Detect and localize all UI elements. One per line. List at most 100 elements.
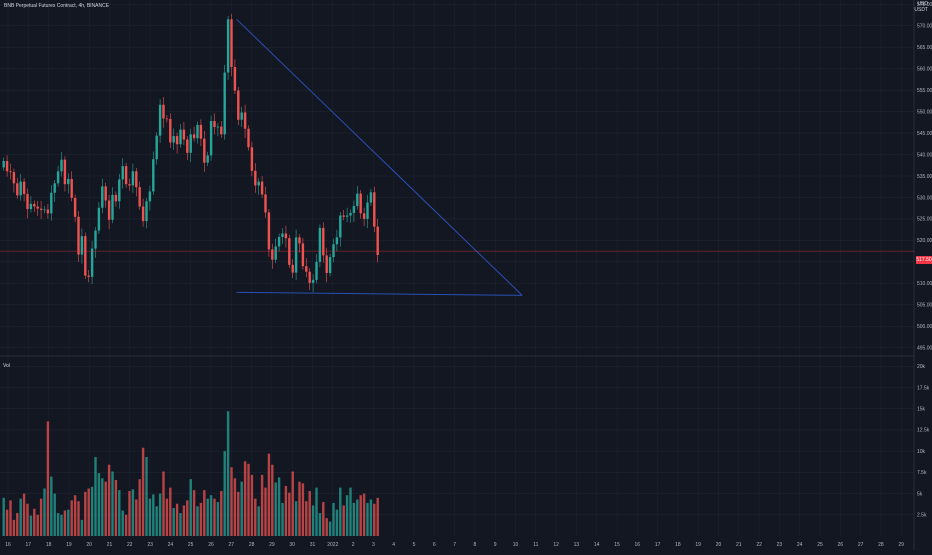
candle bbox=[203, 130, 206, 172]
candle bbox=[359, 190, 362, 219]
candle bbox=[196, 121, 199, 144]
price-axis-labels: 575.00 570.00 565.00 560.00 555.00 550.00 545.… bbox=[917, 2, 932, 351]
candle bbox=[325, 247, 328, 283]
candle bbox=[308, 268, 311, 291]
candle-body bbox=[352, 206, 356, 213]
volume-bar bbox=[284, 485, 288, 536]
candle-body bbox=[135, 171, 138, 188]
price-tick-label: 565.00 bbox=[917, 45, 932, 51]
candle bbox=[250, 141, 254, 177]
candle bbox=[60, 151, 63, 177]
time-tick-label: 2022 bbox=[327, 542, 338, 548]
candle-body bbox=[339, 215, 342, 238]
candle bbox=[104, 182, 107, 208]
time-tick-label: 26 bbox=[208, 542, 214, 548]
candle bbox=[148, 185, 152, 211]
candle-body bbox=[70, 179, 73, 198]
candle-body bbox=[322, 227, 325, 256]
candle bbox=[145, 197, 148, 229]
volume-bar bbox=[311, 505, 315, 536]
volume-bar bbox=[315, 487, 318, 536]
volume-bar bbox=[138, 479, 141, 536]
volume-bar bbox=[43, 488, 46, 536]
unit-label[interactable]: USDT bbox=[914, 7, 928, 13]
price-tick-label: 570.00 bbox=[917, 24, 932, 30]
volume-bar bbox=[60, 514, 63, 536]
volume-bar bbox=[373, 503, 376, 536]
candle bbox=[271, 243, 274, 269]
volume-bar bbox=[305, 501, 308, 536]
volume-bars bbox=[2, 411, 379, 536]
candle bbox=[39, 200, 43, 220]
candle bbox=[305, 258, 308, 278]
volume-bar bbox=[240, 481, 243, 536]
volume-bar bbox=[216, 502, 220, 536]
candle-body bbox=[301, 243, 305, 267]
volume-bar bbox=[162, 471, 165, 536]
volume-bar bbox=[362, 493, 366, 536]
candle bbox=[213, 113, 216, 135]
candle-body bbox=[43, 209, 46, 211]
candle bbox=[5, 155, 9, 177]
volume-bar bbox=[12, 519, 16, 536]
candle bbox=[311, 274, 315, 293]
candle-body bbox=[315, 261, 318, 280]
candle-body bbox=[107, 200, 111, 220]
time-tick-label: 25 bbox=[188, 542, 194, 548]
candle-body bbox=[63, 159, 67, 185]
volume-bar bbox=[124, 514, 128, 536]
volume-bar bbox=[298, 481, 301, 536]
candle bbox=[301, 237, 305, 270]
volume-bar bbox=[114, 479, 118, 536]
volume-bar bbox=[169, 487, 172, 536]
candle-body bbox=[33, 203, 36, 207]
time-tick-label: 9 bbox=[494, 542, 497, 548]
candle-body bbox=[22, 181, 26, 195]
candle bbox=[169, 113, 172, 148]
time-tick-label: 19 bbox=[695, 542, 701, 548]
candle-body bbox=[298, 237, 301, 244]
candle-body bbox=[247, 128, 250, 148]
candle-body bbox=[325, 255, 328, 274]
candle-body bbox=[73, 197, 77, 217]
volume-bar bbox=[158, 493, 162, 536]
candle bbox=[94, 227, 97, 258]
volume-bar bbox=[243, 461, 247, 536]
currency-label[interactable]: USD bbox=[917, 1, 928, 7]
volume-bar bbox=[152, 494, 155, 536]
candle bbox=[284, 225, 288, 248]
volume-bar bbox=[267, 453, 271, 536]
candle bbox=[179, 124, 182, 148]
candle bbox=[233, 59, 237, 95]
volume-bar bbox=[335, 509, 339, 536]
candle bbox=[84, 232, 87, 280]
candle bbox=[33, 200, 36, 212]
candle bbox=[247, 125, 250, 151]
volume-tick-label: 10k bbox=[917, 449, 926, 455]
candle-body bbox=[2, 160, 5, 168]
time-tick-label: 20 bbox=[716, 542, 722, 548]
candle-body bbox=[311, 279, 315, 283]
candle bbox=[291, 259, 294, 278]
volume-axis-labels: 20k 17.5k 15k 12.5k 10k 7.5k 5k 2.5k bbox=[917, 364, 930, 519]
time-tick-label: 11 bbox=[533, 542, 538, 548]
volume-bar bbox=[56, 513, 60, 536]
volume-bar bbox=[90, 486, 94, 536]
price-tick-label: 510.00 bbox=[917, 281, 932, 287]
candle bbox=[199, 119, 203, 146]
time-axis-labels: 16 17 18 19 20 21 22 23 24 25 26 27 28 29 30 31 2022 2 3 4 5… bbox=[5, 542, 904, 548]
volume-bar bbox=[250, 474, 254, 536]
volume-bar bbox=[189, 479, 192, 536]
candle-body bbox=[162, 104, 165, 119]
volume-bar bbox=[175, 503, 179, 536]
candle bbox=[80, 228, 84, 264]
candle-body bbox=[237, 90, 240, 120]
volume-bar bbox=[339, 487, 342, 536]
price-tick-label: 545.00 bbox=[917, 131, 932, 137]
volume-tick-label: 15k bbox=[917, 406, 926, 412]
candle bbox=[165, 115, 169, 123]
candle-body bbox=[254, 170, 257, 186]
